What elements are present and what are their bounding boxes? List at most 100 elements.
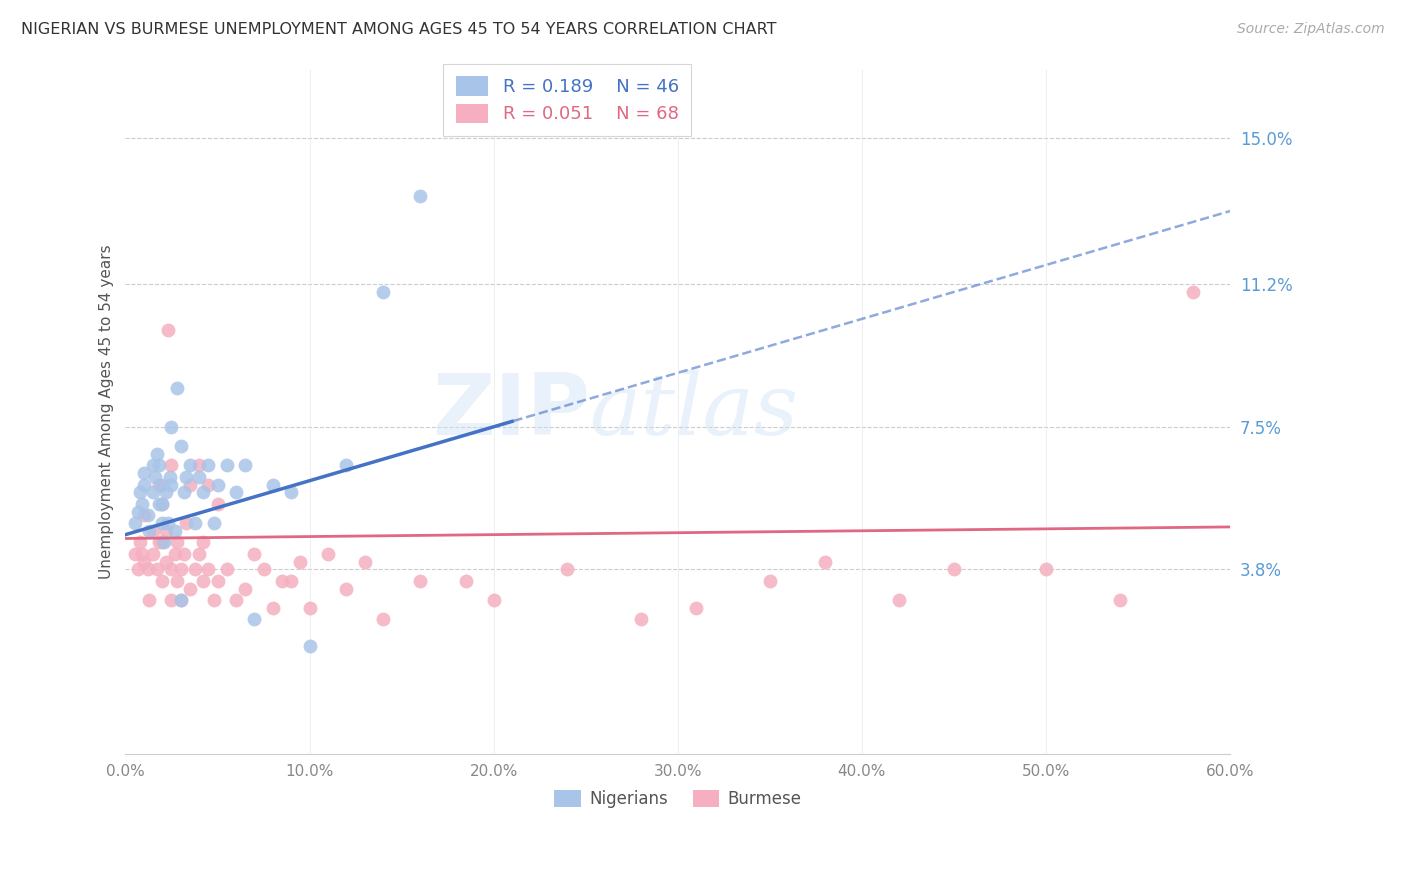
Point	[146, 447, 169, 461]
Point	[335, 582, 357, 596]
Point	[150, 497, 173, 511]
Point	[207, 574, 229, 588]
Point	[170, 593, 193, 607]
Point	[170, 562, 193, 576]
Point	[148, 477, 170, 491]
Point	[409, 188, 432, 202]
Point	[942, 562, 965, 576]
Point	[174, 516, 197, 530]
Point	[454, 574, 477, 588]
Point	[262, 600, 284, 615]
Point	[174, 470, 197, 484]
Point	[188, 547, 211, 561]
Point	[132, 466, 155, 480]
Point	[124, 547, 146, 561]
Point	[166, 574, 188, 588]
Point	[136, 562, 159, 576]
Point	[153, 535, 176, 549]
Text: Source: ZipAtlas.com: Source: ZipAtlas.com	[1237, 22, 1385, 37]
Point	[207, 477, 229, 491]
Point	[150, 535, 173, 549]
Point	[166, 381, 188, 395]
Point	[131, 497, 153, 511]
Point	[160, 458, 183, 473]
Point	[142, 458, 165, 473]
Point	[191, 574, 214, 588]
Point	[685, 600, 707, 615]
Point	[225, 593, 247, 607]
Point	[150, 477, 173, 491]
Point	[215, 562, 238, 576]
Point	[166, 535, 188, 549]
Point	[184, 562, 207, 576]
Point	[482, 593, 505, 607]
Point	[138, 593, 160, 607]
Point	[207, 497, 229, 511]
Point	[280, 485, 302, 500]
Point	[215, 458, 238, 473]
Point	[280, 574, 302, 588]
Point	[173, 485, 195, 500]
Point	[129, 485, 152, 500]
Point	[409, 574, 432, 588]
Point	[887, 593, 910, 607]
Point	[298, 600, 321, 615]
Text: NIGERIAN VS BURMESE UNEMPLOYMENT AMONG AGES 45 TO 54 YEARS CORRELATION CHART: NIGERIAN VS BURMESE UNEMPLOYMENT AMONG A…	[21, 22, 776, 37]
Y-axis label: Unemployment Among Ages 45 to 54 years: Unemployment Among Ages 45 to 54 years	[100, 244, 114, 579]
Legend: Nigerians, Burmese: Nigerians, Burmese	[547, 783, 808, 814]
Point	[132, 555, 155, 569]
Point	[160, 593, 183, 607]
Point	[131, 547, 153, 561]
Point	[142, 485, 165, 500]
Point	[759, 574, 782, 588]
Text: ZIP: ZIP	[432, 370, 589, 453]
Point	[262, 477, 284, 491]
Point	[170, 593, 193, 607]
Point	[814, 555, 837, 569]
Point	[138, 524, 160, 538]
Point	[146, 562, 169, 576]
Point	[142, 547, 165, 561]
Point	[373, 612, 395, 626]
Point	[159, 470, 181, 484]
Point	[252, 562, 274, 576]
Point	[156, 323, 179, 337]
Point	[155, 485, 177, 500]
Point	[132, 508, 155, 523]
Point	[148, 458, 170, 473]
Point	[173, 547, 195, 561]
Point	[143, 470, 166, 484]
Point	[155, 524, 177, 538]
Point	[179, 458, 201, 473]
Point	[150, 516, 173, 530]
Point	[129, 535, 152, 549]
Point	[1035, 562, 1057, 576]
Point	[233, 458, 256, 473]
Point	[290, 555, 312, 569]
Point	[155, 555, 177, 569]
Point	[202, 516, 225, 530]
Point	[136, 508, 159, 523]
Point	[243, 547, 266, 561]
Point	[148, 535, 170, 549]
Point	[197, 477, 219, 491]
Point	[188, 458, 211, 473]
Point	[142, 524, 165, 538]
Point	[156, 516, 179, 530]
Point	[127, 562, 149, 576]
Point	[373, 285, 395, 299]
Point	[197, 562, 219, 576]
Point	[1108, 593, 1130, 607]
Point	[188, 470, 211, 484]
Point	[233, 582, 256, 596]
Point	[191, 535, 214, 549]
Point	[197, 458, 219, 473]
Point	[148, 497, 170, 511]
Point	[271, 574, 294, 588]
Point	[557, 562, 579, 576]
Point	[165, 547, 187, 561]
Point	[335, 458, 357, 473]
Point	[150, 497, 173, 511]
Text: atlas: atlas	[589, 370, 799, 453]
Point	[1182, 285, 1205, 299]
